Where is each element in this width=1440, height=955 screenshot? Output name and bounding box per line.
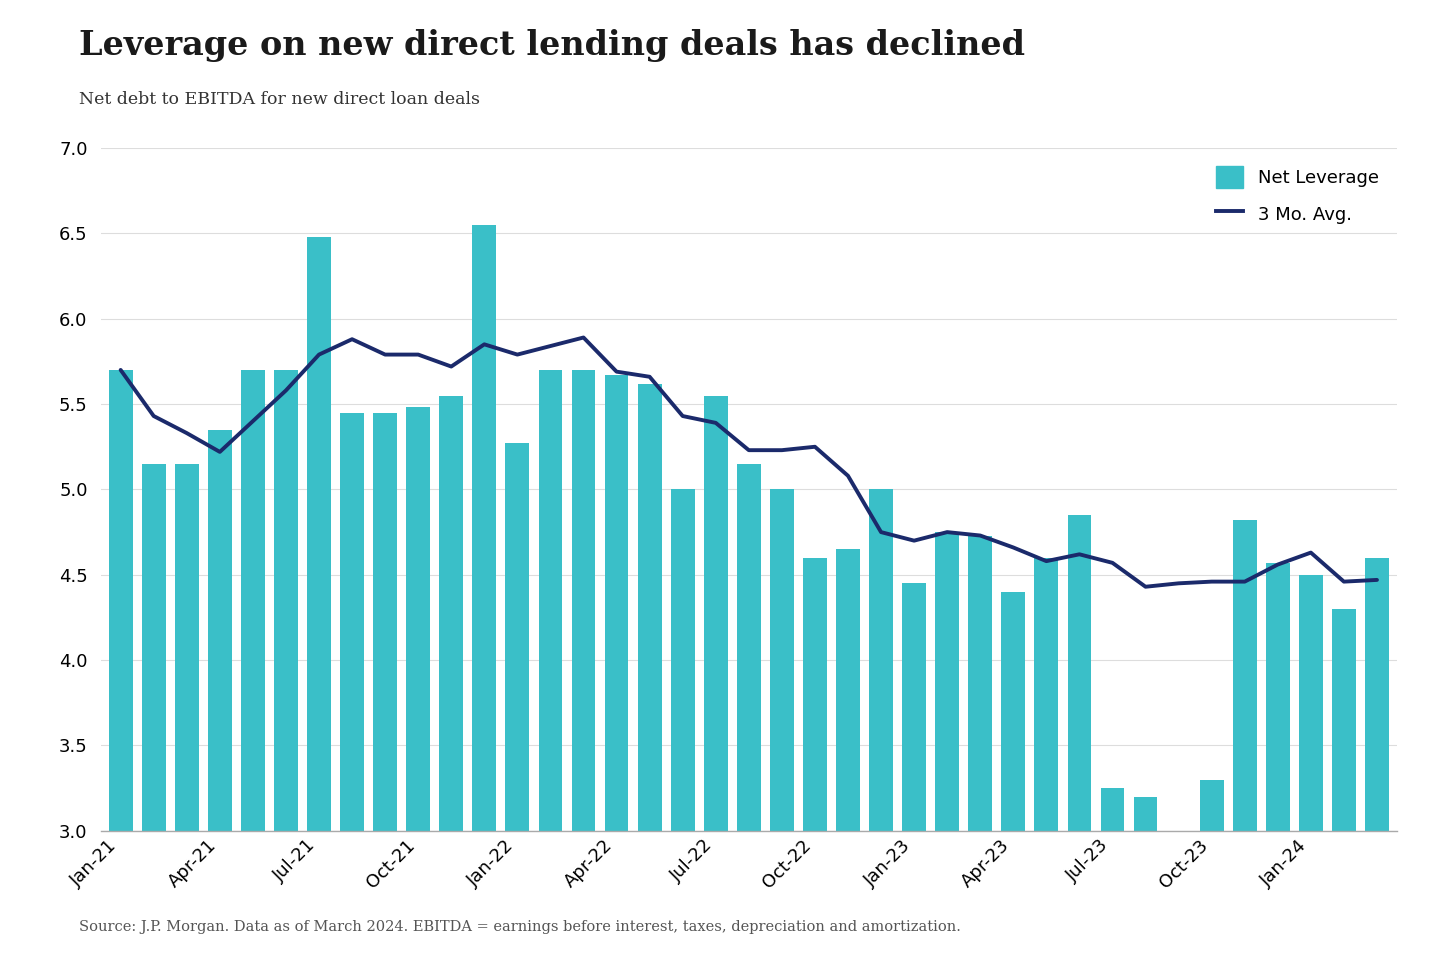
Bar [968, 536, 992, 831]
Bar [1166, 831, 1191, 848]
Bar [207, 430, 232, 831]
Text: Net debt to EBITDA for new direct loan deals: Net debt to EBITDA for new direct loan d… [79, 91, 480, 108]
Bar [373, 413, 397, 831]
Bar [870, 489, 893, 831]
Bar [1332, 609, 1356, 831]
Legend: Net Leverage, 3 Mo. Avg.: Net Leverage, 3 Mo. Avg. [1207, 157, 1388, 234]
Text: Leverage on new direct lending deals has declined: Leverage on new direct lending deals has… [79, 29, 1025, 62]
Bar [572, 370, 595, 831]
Bar [141, 464, 166, 831]
Bar [472, 224, 497, 831]
Bar [1001, 592, 1025, 831]
Bar [903, 584, 926, 831]
Bar [671, 489, 694, 831]
Bar [837, 549, 860, 831]
Bar [1365, 558, 1388, 831]
Bar [240, 370, 265, 831]
Bar [1034, 558, 1058, 831]
Bar [1133, 796, 1158, 831]
Bar [505, 443, 530, 831]
Bar [605, 375, 628, 831]
Bar [1299, 575, 1323, 831]
Bar [704, 395, 727, 831]
Bar [1233, 520, 1257, 831]
Bar [174, 464, 199, 831]
Bar [1266, 562, 1290, 831]
Bar [737, 464, 760, 831]
Bar [439, 395, 464, 831]
Bar [406, 408, 431, 831]
Bar [1067, 515, 1092, 831]
Bar [1100, 788, 1125, 831]
Text: Source: J.P. Morgan. Data as of March 2024. EBITDA = earnings before interest, t: Source: J.P. Morgan. Data as of March 20… [79, 920, 960, 934]
Bar [274, 370, 298, 831]
Bar [109, 370, 132, 831]
Bar [539, 370, 563, 831]
Bar [307, 237, 331, 831]
Bar [770, 489, 793, 831]
Bar [1200, 779, 1224, 831]
Bar [935, 532, 959, 831]
Bar [638, 384, 661, 831]
Bar [340, 413, 364, 831]
Bar [804, 558, 827, 831]
